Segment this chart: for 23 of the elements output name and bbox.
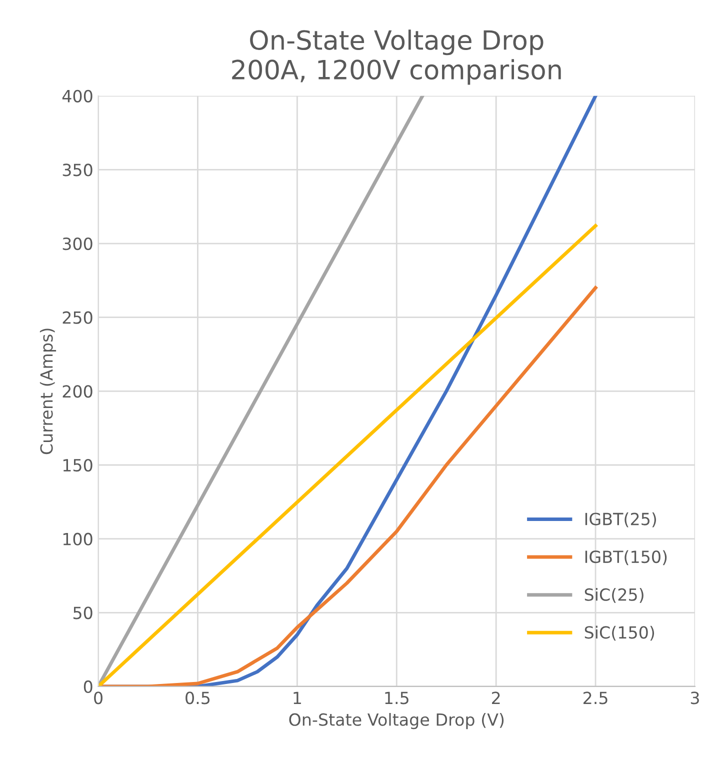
y-tick-label: 150: [63, 458, 92, 472]
y-tick-label: 300: [62, 237, 92, 250]
y-tick-label: 200: [62, 385, 92, 398]
legend-label: SiC(150): [584, 626, 654, 641]
legend-label: IGBT(150): [585, 550, 667, 566]
y-tick-label: 50: [73, 606, 92, 620]
y-tick-label: 400: [62, 90, 92, 102]
x-tick-label: 1.5: [385, 692, 408, 704]
y-axis-title: Current (Amps): [40, 328, 56, 454]
y-tick-label: 100: [63, 532, 92, 546]
x-axis-title: On-State Voltage Drop (V): [289, 713, 504, 730]
y-tick-label: 0: [84, 680, 92, 694]
legend-label: IGBT(25): [585, 512, 656, 528]
x-tick-label: 2.5: [584, 692, 608, 704]
x-tick-label: 1: [294, 692, 301, 704]
legend-label: SiC(25): [584, 588, 644, 603]
y-tick-label: 250: [62, 311, 92, 324]
chart-title: On-State Voltage Drop 200A, 1200V comparison: [232, 30, 561, 85]
x-tick-label: 2: [492, 692, 500, 704]
x-tick-label: 0: [94, 692, 102, 704]
x-tick-label: 0.5: [186, 692, 210, 704]
y-tick-label: 350: [62, 164, 92, 176]
x-tick-label: 3: [690, 692, 699, 704]
